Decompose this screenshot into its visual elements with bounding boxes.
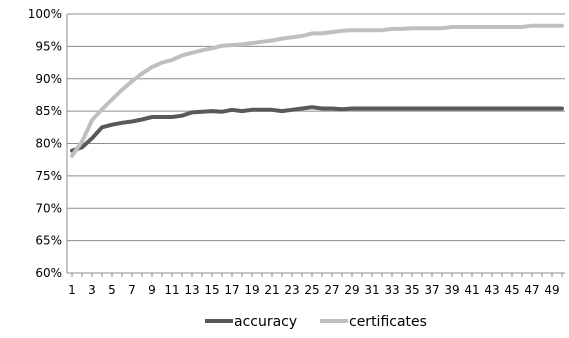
y-tick-label: 90% [35, 72, 62, 86]
y-tick-labels: 60% 65% 70% 75% 80% 85% 90% 95% 100% [28, 7, 62, 280]
x-tick-label: 33 [384, 283, 399, 297]
y-tick-label: 80% [35, 137, 62, 151]
series-line-accuracy [70, 105, 564, 153]
x-tick-label: 45 [504, 283, 519, 297]
x-tick-label: 41 [464, 283, 479, 297]
y-tick-label: 100% [28, 7, 62, 21]
x-tick-label: 37 [424, 283, 439, 297]
legend: accuracy certificates [205, 314, 427, 330]
x-tick-labels: 1 3 5 7 9 11 13 15 17 19 21 23 25 27 29 31 33 35 37 39 41 43 4… [68, 283, 559, 297]
x-tick-label: 13 [184, 283, 199, 297]
y-tick-label: 65% [35, 234, 62, 248]
x-tick-label: 9 [148, 283, 156, 297]
series-lines [70, 23, 564, 158]
x-tick-label: 29 [344, 283, 359, 297]
x-tick-label: 27 [324, 283, 339, 297]
x-tick-label: 47 [524, 283, 539, 297]
series-line-certificates [70, 23, 564, 158]
x-tick-label: 49 [544, 283, 559, 297]
legend-label-certificates: certificates [349, 314, 427, 330]
x-tick-label: 1 [68, 283, 76, 297]
x-tick-label: 17 [224, 283, 239, 297]
y-tick-label: 75% [35, 169, 62, 183]
x-tick-label: 7 [128, 283, 136, 297]
x-tick-label: 5 [108, 283, 116, 297]
y-tick-label: 60% [35, 266, 62, 280]
x-tick-label: 25 [304, 283, 319, 297]
x-tick-label: 43 [484, 283, 499, 297]
x-tick-label: 3 [88, 283, 96, 297]
legend-label-accuracy: accuracy [234, 314, 297, 330]
axes [66, 14, 565, 277]
x-tick-label: 19 [244, 283, 259, 297]
x-tick-label: 21 [264, 283, 279, 297]
gridlines [67, 13, 565, 274]
x-tick-label: 11 [164, 283, 179, 297]
x-tick-label: 39 [444, 283, 459, 297]
x-tick-label: 31 [364, 283, 379, 297]
y-tick-label: 85% [35, 104, 62, 118]
y-tick-label: 95% [35, 39, 62, 53]
y-tick-label: 70% [35, 201, 62, 215]
x-tick-label: 15 [204, 283, 219, 297]
x-tick-label: 23 [284, 283, 299, 297]
x-tick-label: 35 [404, 283, 419, 297]
